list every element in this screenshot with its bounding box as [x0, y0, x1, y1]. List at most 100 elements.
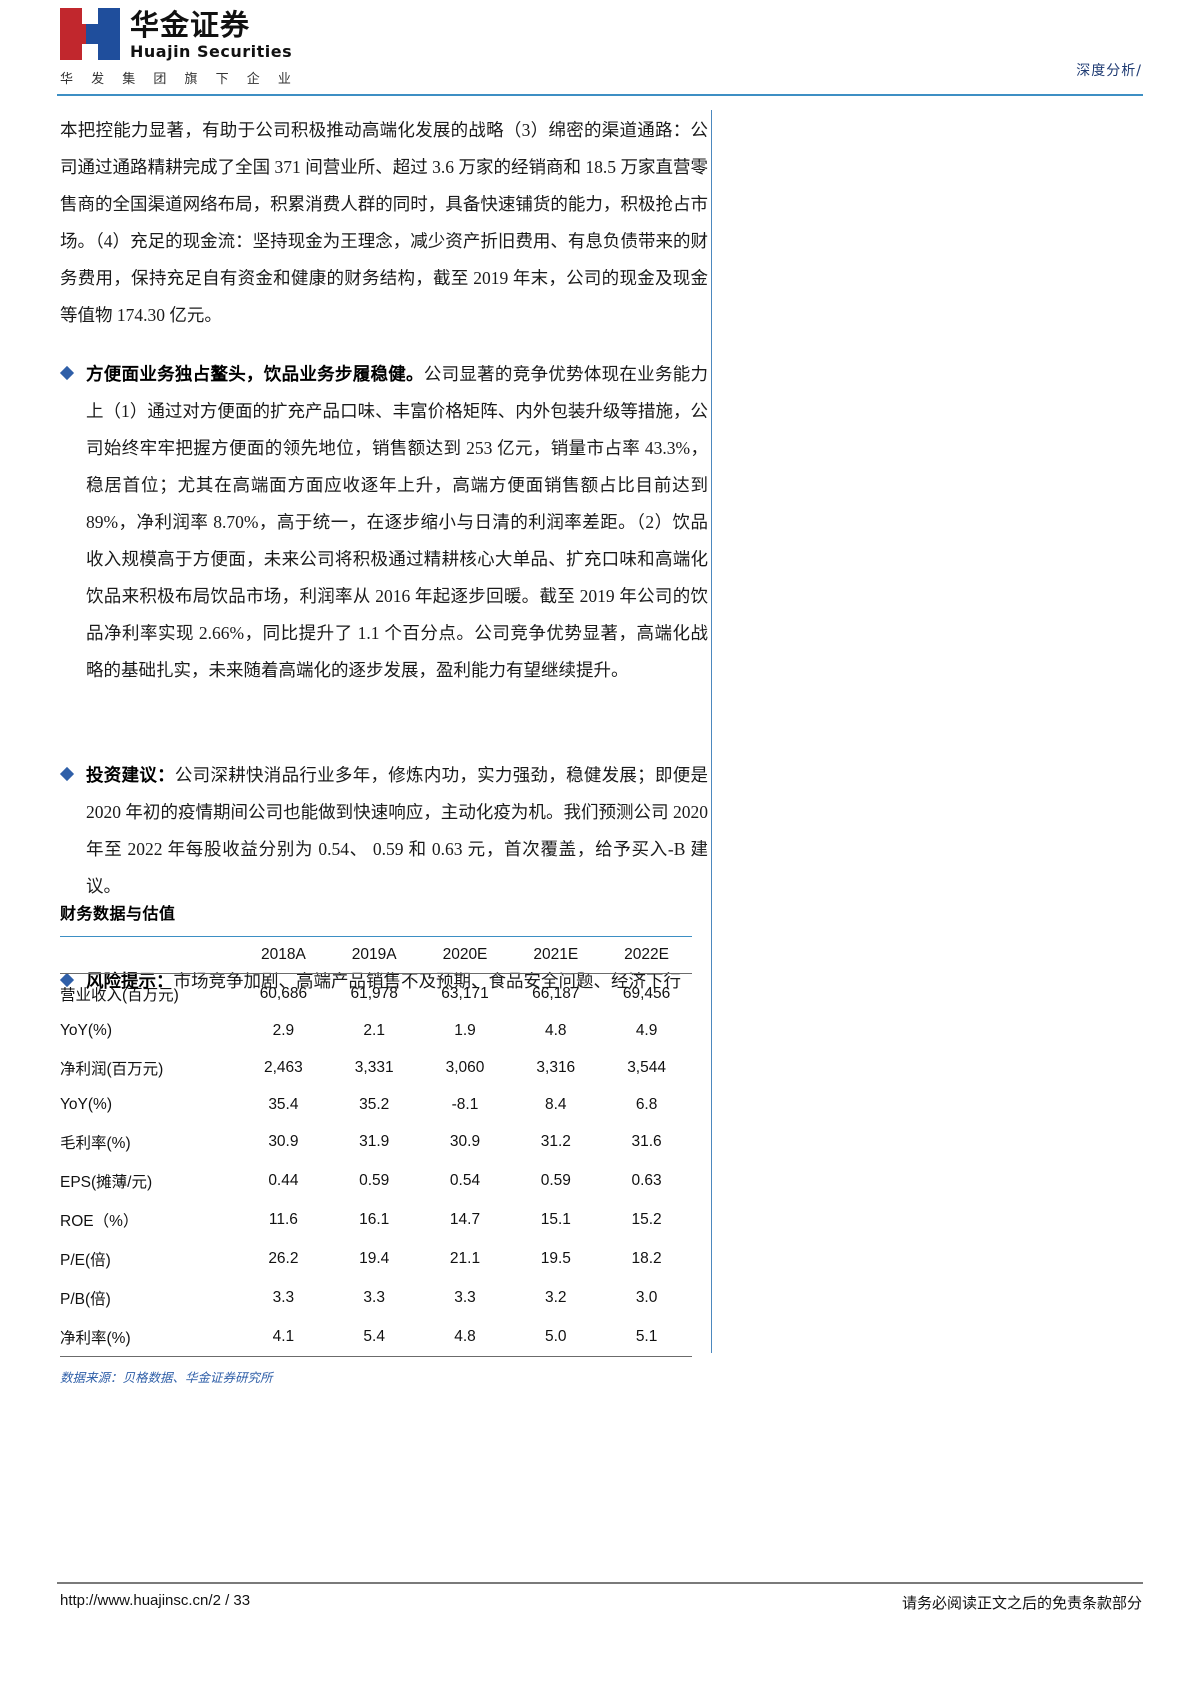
- cell-value: 3.0: [635, 1288, 658, 1306]
- cell-value: 61,978: [350, 984, 398, 1002]
- bullet-investment-advice: 投资建议：公司深耕快消品行业多年，修炼内功，实力强劲，稳健发展；即便是 2020…: [59, 757, 709, 905]
- cell-value: 35.2: [359, 1095, 390, 1113]
- table-body: 营业收入(百万元) 60,686 61,978 63,171 66,187 69…: [60, 974, 692, 1357]
- cell-value: 4.8: [454, 1327, 476, 1345]
- bullet-noodle-business: 方便面业务独占鳌头，饮品业务步履稳健。公司显著的竞争优势体现在业务能力上（1）通…: [59, 356, 709, 689]
- row-label: 毛利率(%): [60, 1134, 131, 1152]
- bullet-body: 公司深耕快消品行业多年，修炼内功，实力强劲，稳健发展；即便是 2020 年初的疫…: [86, 765, 709, 896]
- table-header-row: 2018A 2019A 2020E 2021E 2022E: [60, 936, 692, 974]
- row-label: ROE（%）: [60, 1212, 139, 1230]
- cell-value: 5.4: [363, 1327, 385, 1345]
- bullet-body: 市场竞争加剧、高端产品销售不及预期、食品安全问题、经济下行: [173, 971, 682, 991]
- row-label: EPS(摊薄/元): [60, 1173, 153, 1191]
- cell-value: 6.8: [635, 1095, 658, 1113]
- cell-value: 3.2: [545, 1288, 567, 1306]
- bullet-body: 公司显著的竞争优势体现在业务能力上（1）通过对方便面的扩充产品口味、丰富价格矩阵…: [86, 364, 709, 680]
- cell-value: 21.1: [449, 1249, 481, 1267]
- cell-value: 3,316: [536, 1058, 576, 1076]
- column-divider: [711, 110, 712, 1353]
- cell-value: 3.3: [363, 1288, 385, 1306]
- diamond-bullet-icon: [59, 766, 75, 782]
- bullet-lead: 风险提示：: [86, 971, 174, 991]
- cell-value: 31.9: [359, 1132, 390, 1150]
- table-header: 2018A 2019A 2020E 2021E 2022E: [60, 936, 692, 974]
- table-row: 净利率(%) 4.1 5.4 4.8 5.0 5.1: [60, 1317, 692, 1357]
- brand-name-en: Huajin Securities: [130, 42, 293, 61]
- cell-value: 31.2: [540, 1132, 571, 1150]
- row-label: 净利率(%): [60, 1329, 131, 1347]
- cell-value: 16.1: [359, 1210, 390, 1228]
- table-row: YoY(%) 2.9 2.1 1.9 4.8 4.9: [60, 1013, 692, 1048]
- cell-value: 3,060: [445, 1058, 485, 1076]
- cell-value: -8.1: [451, 1095, 479, 1113]
- brand-tagline: 华 发 集 团 旗 下 企 业: [60, 72, 298, 87]
- page-header: 华金证券 Huajin Securities 华 发 集 团 旗 下 企 业 深…: [0, 0, 1200, 96]
- bullet-risk-warning: 风险提示：市场竞争加剧、高端产品销售不及预期、食品安全问题、经济下行: [59, 963, 708, 1000]
- table-row: YoY(%) 35.4 35.2 -8.1 8.4 6.8: [60, 1087, 692, 1122]
- cell-value: 69,456: [622, 984, 671, 1002]
- cell-value: 3,331: [354, 1058, 394, 1076]
- column-header: 2019A: [351, 946, 397, 963]
- cell-value: 1.9: [454, 1021, 476, 1039]
- cell-value: 15.2: [631, 1210, 662, 1228]
- header-section-label: 深度分析/: [1076, 63, 1142, 79]
- brand-logo: 华金证券 Huajin Securities: [60, 8, 292, 61]
- cell-value: 8.4: [545, 1095, 567, 1113]
- main-content: 本把控能力显著，有助于公司积极推动高端化发展的战略（3）绵密的渠道通路：公司通过…: [59, 112, 709, 1000]
- header-divider: [57, 94, 1143, 96]
- cell-value: 26.2: [268, 1249, 299, 1267]
- cell-value: 14.7: [449, 1210, 481, 1228]
- cell-value: 35.4: [268, 1095, 299, 1113]
- brand-name-cn: 华金证券: [130, 8, 251, 42]
- financial-summary-section: 财务数据与估值 2018A 2019A 2020E 2021E 2022E 营业…: [60, 900, 708, 1386]
- financial-table: 2018A 2019A 2020E 2021E 2022E 营业收入(百万元) …: [60, 936, 692, 1357]
- cell-value: 0.59: [540, 1171, 571, 1189]
- table-source-note: 数据来源：贝格数据、华金证券研究所: [60, 1371, 273, 1385]
- footer-url[interactable]: http://www.huajinsc.cn/2 / 33: [60, 1592, 251, 1609]
- row-label: YoY(%): [60, 1021, 112, 1039]
- cell-value: 0.44: [268, 1171, 299, 1189]
- cell-value: 63,171: [441, 984, 489, 1002]
- cell-value: 30.9: [268, 1132, 299, 1150]
- table-row: P/E(倍) 26.2 19.4 21.1 19.5 18.2: [60, 1239, 692, 1278]
- cell-value: 19.5: [540, 1249, 571, 1267]
- cell-value: 3,544: [627, 1058, 666, 1076]
- footer-divider: [57, 1582, 1143, 1584]
- huajin-logo-icon: [60, 8, 120, 60]
- diamond-bullet-icon: [59, 365, 75, 381]
- column-header: 2020E: [442, 946, 488, 963]
- cell-value: 19.4: [359, 1249, 390, 1267]
- cell-value: 5.1: [635, 1327, 658, 1345]
- column-header: 2022E: [624, 946, 669, 963]
- cell-value: 31.6: [631, 1132, 662, 1150]
- cell-value: 5.0: [545, 1327, 567, 1345]
- cell-value: 4.1: [272, 1327, 295, 1345]
- cell-value: 3.3: [272, 1288, 295, 1306]
- table-row: EPS(摊薄/元) 0.44 0.59 0.54 0.59 0.63: [60, 1161, 692, 1200]
- cell-value: 2,463: [264, 1058, 303, 1076]
- row-label: P/B(倍): [60, 1290, 111, 1308]
- table-row: ROE（%） 11.6 16.1 14.7 15.1 15.2: [60, 1200, 692, 1239]
- table-row: 净利润(百万元) 2,463 3,331 3,060 3,316 3,544: [60, 1048, 692, 1087]
- cell-value: 0.59: [359, 1171, 390, 1189]
- cell-value: 11.6: [268, 1210, 298, 1228]
- cell-value: 18.2: [631, 1249, 662, 1267]
- cell-value: 3.3: [454, 1288, 476, 1306]
- cell-value: 4.9: [635, 1021, 658, 1039]
- row-label: P/E(倍): [60, 1251, 111, 1269]
- cell-value: 66,187: [532, 984, 580, 1002]
- row-label: 净利润(百万元): [60, 1060, 164, 1078]
- table-row: 毛利率(%) 30.9 31.9 30.9 31.2 31.6: [60, 1122, 692, 1161]
- table-row: P/B(倍) 3.3 3.3 3.3 3.2 3.0: [60, 1278, 692, 1317]
- cell-value: 4.8: [545, 1021, 567, 1039]
- bullet-lead: 投资建议：: [86, 765, 175, 785]
- cell-value: 0.54: [449, 1171, 481, 1189]
- cell-value: 0.63: [631, 1171, 662, 1189]
- row-label: 营业收入(百万元): [60, 986, 179, 1004]
- column-header: 2018A: [260, 946, 306, 963]
- table-row: 营业收入(百万元) 60,686 61,978 63,171 66,187 69…: [60, 974, 692, 1014]
- footer-disclaimer: 请务必阅读正文之后的免责条款部分: [901, 1596, 1142, 1612]
- cell-value: 15.1: [540, 1210, 571, 1228]
- financial-table-title: 财务数据与估值: [60, 904, 176, 923]
